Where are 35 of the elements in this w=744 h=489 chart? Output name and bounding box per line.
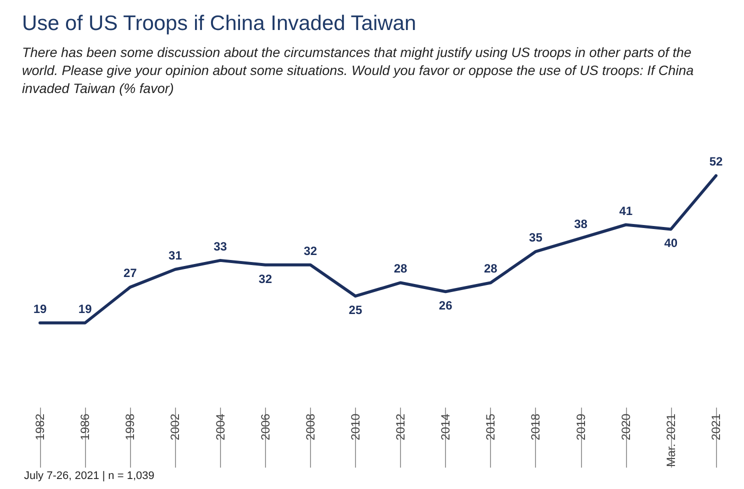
chart-title: Use of US Troops if China Invaded Taiwan	[22, 12, 416, 36]
x-tick-label: 1982	[33, 413, 47, 440]
data-label: 28	[394, 262, 408, 276]
x-tick-label: 2004	[213, 413, 228, 440]
data-label: 28	[484, 262, 498, 276]
data-label: 31	[168, 248, 182, 262]
x-tick-label: 2002	[168, 413, 182, 440]
data-label: 27	[123, 266, 138, 280]
x-tick-label: Mar. 2021	[664, 413, 678, 468]
data-label: 25	[348, 303, 362, 318]
x-tick-label: 1998	[123, 413, 138, 440]
x-tick-label: 2018	[528, 413, 543, 440]
x-tick-label: 2008	[303, 413, 318, 440]
data-label: 35	[529, 230, 543, 245]
x-tick-label: 2010	[348, 413, 362, 440]
data-label: 26	[438, 298, 453, 313]
x-tick-label: 2021	[709, 413, 723, 440]
data-label: 19	[78, 302, 92, 316]
x-tick-label: 2015	[484, 413, 498, 440]
x-tick-label: 2019	[574, 413, 588, 440]
data-label: 33	[214, 239, 228, 254]
data-label: 32	[258, 272, 272, 286]
data-label: 38	[574, 217, 588, 232]
text: July 7-26, 2021 | n = 1,039	[24, 470, 154, 482]
data-label: 19	[33, 302, 47, 316]
data-label: 32	[304, 244, 318, 258]
x-tick-label: 2006	[258, 413, 272, 440]
x-tick-label: 2014	[438, 413, 453, 440]
data-label: 40	[664, 236, 678, 250]
x-tick-label: 1986	[78, 413, 92, 440]
x-tick-label: 2020	[618, 413, 633, 440]
chart-subtitle: There has been some discussion about the circumstances that might justify using US troops in other parts of the world. Please give your opinion about some situations. Would you favor or oppose the use of US troops: If China invaded Taiwan (% favor)	[22, 44, 695, 98]
x-tick-label: 2012	[394, 413, 408, 440]
data-label: 52	[709, 154, 723, 169]
data-label: 41	[619, 204, 633, 218]
